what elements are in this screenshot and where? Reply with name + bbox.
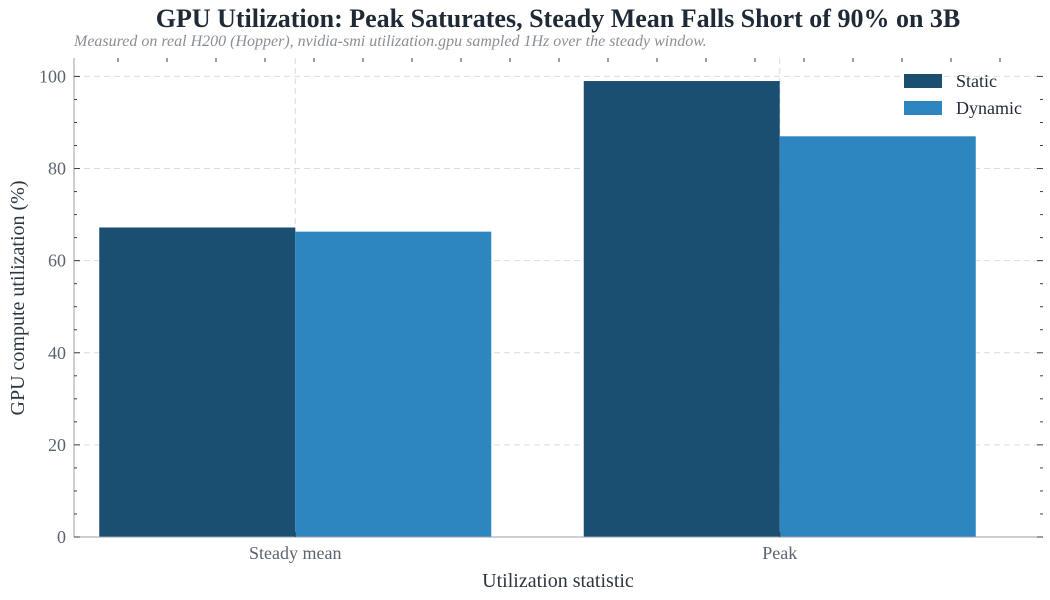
- legend-label-static: Static: [956, 71, 997, 91]
- axes: [73, 58, 1043, 538]
- x-axis-label: Utilization statistic: [482, 570, 634, 592]
- legend: Static Dynamic: [904, 71, 1022, 118]
- y-tick-label: 80: [48, 159, 66, 179]
- chart-title: GPU Utilization: Peak Saturates, Steady …: [156, 4, 961, 33]
- y-tick-label: 20: [48, 435, 66, 455]
- legend-swatch-dynamic: [904, 101, 942, 115]
- tick-labels: 0 20 40 60 80 100 Steady mean Peak: [39, 66, 797, 563]
- bar-static-peak: [583, 81, 780, 538]
- y-tick-label: 0: [57, 527, 66, 547]
- y-tick-label: 40: [48, 343, 66, 363]
- bar-dynamic-steady-mean: [295, 231, 492, 537]
- y-tick-label: 100: [39, 66, 66, 86]
- chart-subtitle: Measured on real H200 (Hopper), nvidia-s…: [73, 33, 707, 50]
- legend-swatch-static: [904, 74, 942, 88]
- bar-static-steady-mean: [99, 227, 296, 537]
- legend-label-dynamic: Dynamic: [956, 98, 1022, 118]
- y-axis-label: GPU compute utilization (%): [7, 181, 29, 416]
- bars: [99, 81, 976, 538]
- y-tick-label: 60: [48, 251, 66, 271]
- x-tick-label: Steady mean: [249, 543, 341, 563]
- x-tick-label: Peak: [762, 543, 797, 563]
- bar-dynamic-peak: [779, 136, 976, 537]
